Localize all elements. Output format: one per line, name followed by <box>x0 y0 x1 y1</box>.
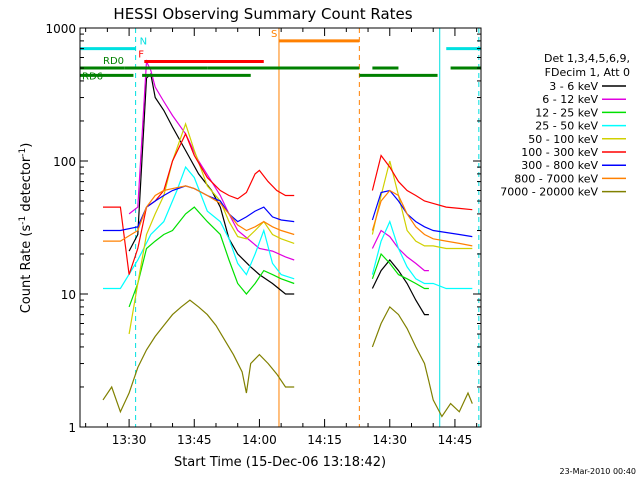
series-line <box>371 219 473 290</box>
plot-frame <box>79 27 482 428</box>
series-line <box>128 206 295 308</box>
series-line <box>102 299 295 414</box>
x-tick-label: 14:45 <box>438 433 473 447</box>
x-tick-label: 14:30 <box>372 433 407 447</box>
series-line <box>371 252 429 290</box>
legend-entry-label: 6 - 12 keV <box>542 93 598 106</box>
y-axis-label-part: detector <box>19 156 34 216</box>
series-line <box>371 189 473 247</box>
series-line <box>128 122 295 335</box>
legend: Det 1,3,4,5,6,9, FDecim 1, Att 0 3 - 6 k… <box>500 52 630 199</box>
legend-entry-label: 25 - 50 keV <box>535 120 598 133</box>
series-line <box>128 72 295 295</box>
legend-entry-label: 800 - 7000 keV <box>514 172 598 185</box>
y-axis-label-sup: -1 <box>18 148 28 157</box>
series-line <box>371 189 473 238</box>
legend-header-line1: Det 1,3,4,5,6,9, <box>544 52 630 65</box>
series-line <box>371 160 473 250</box>
chart-title: HESSI Observing Summary Count Rates <box>113 5 412 23</box>
footer-timestamp: 23-Mar-2010 00:40 <box>560 467 637 476</box>
series-line <box>371 305 473 418</box>
series-line <box>103 165 295 290</box>
state-label: RD0 <box>103 56 124 67</box>
y-tick-label: 1 <box>68 421 76 435</box>
y-axis-label-sup: -1 <box>18 216 28 225</box>
legend-entry-label: 7000 - 20000 keV <box>500 186 598 199</box>
y-axis-label: Count Rate (s-1 detector-1) <box>18 143 34 314</box>
series-line <box>371 229 429 272</box>
y-axis-label-part: Count Rate (s <box>19 225 34 314</box>
x-tick-label: 13:45 <box>177 433 212 447</box>
legend-entry-label: 50 - 100 keV <box>528 133 598 146</box>
y-tick-label: 100 <box>53 155 76 169</box>
series-line <box>103 132 295 275</box>
legend-header-line2: FDecim 1, Att 0 <box>545 66 630 79</box>
series-line <box>371 154 473 211</box>
state-label: N <box>140 37 147 48</box>
x-tick-label: 13:30 <box>112 433 147 447</box>
legend-entry-label: 12 - 25 keV <box>535 106 598 119</box>
y-tick-label: 1000 <box>45 22 76 36</box>
state-label: S <box>271 29 277 40</box>
x-tick-label: 14:00 <box>242 433 277 447</box>
legend-entry-label: 300 - 800 keV <box>521 159 598 172</box>
state-label: RD6 <box>82 71 103 82</box>
series-line <box>103 185 295 242</box>
x-tick-label: 14:15 <box>307 433 342 447</box>
series-line <box>371 259 429 316</box>
legend-entry-label: 3 - 6 keV <box>549 80 598 93</box>
legend-entry-label: 100 - 300 keV <box>521 146 598 159</box>
state-label: F <box>138 49 144 60</box>
y-tick-label: 10 <box>61 288 76 302</box>
x-axis-label: Start Time (15-Dec-06 13:18:42) <box>174 455 386 470</box>
y-axis-label-part: ) <box>19 143 34 148</box>
